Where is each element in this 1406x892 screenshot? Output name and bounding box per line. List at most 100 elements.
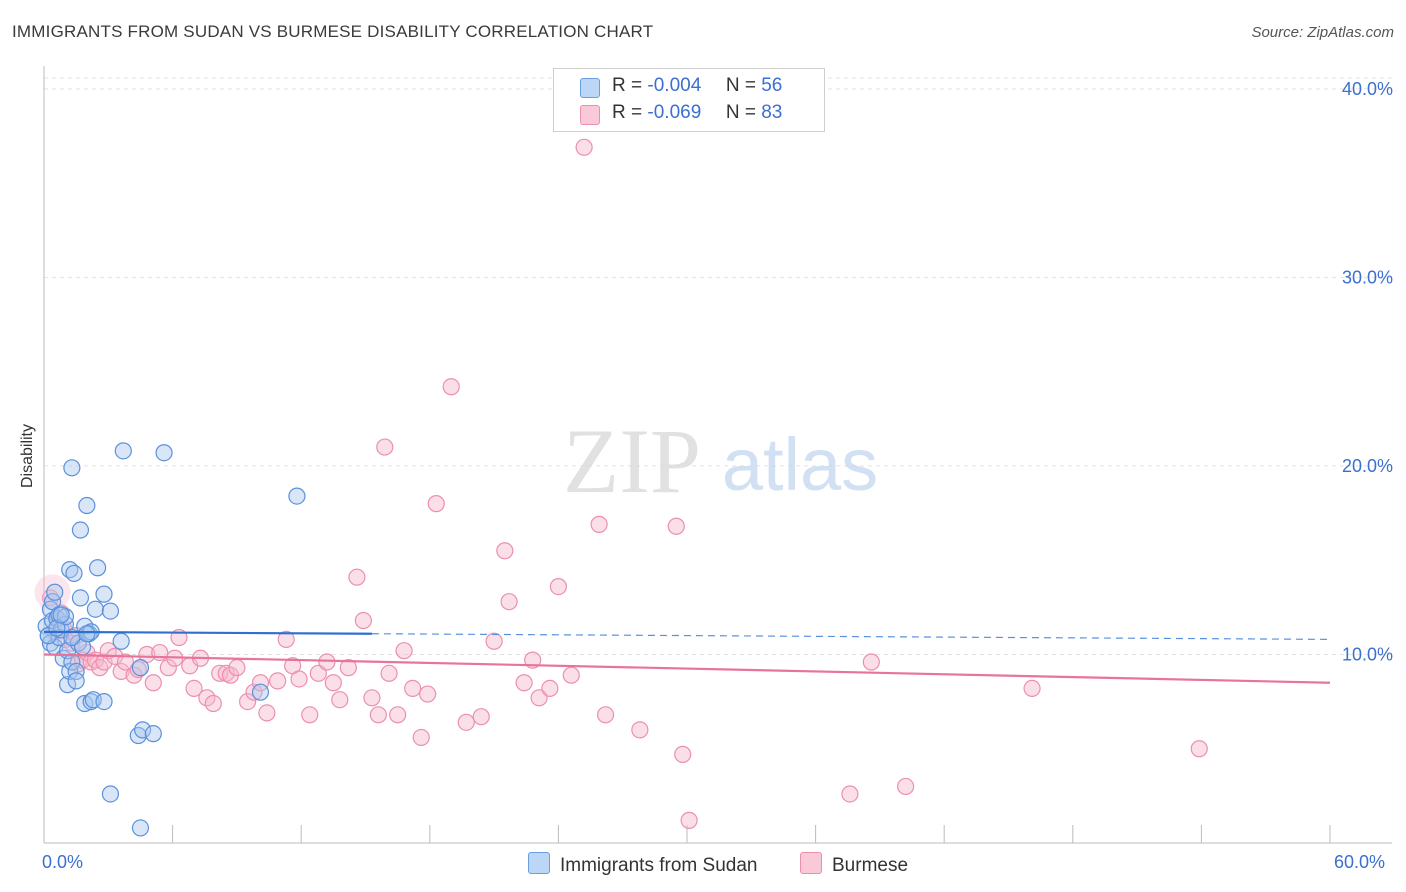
sudan-points bbox=[37, 442, 306, 837]
sudan-point bbox=[88, 559, 107, 577]
legend-swatch-burmese bbox=[580, 105, 600, 125]
sudan-point bbox=[95, 585, 113, 603]
sudan-point bbox=[71, 521, 90, 539]
sudan-trend-dashed bbox=[371, 633, 1331, 640]
sudan-point bbox=[144, 725, 162, 743]
legend-swatch-sudan bbox=[580, 78, 600, 98]
sudan-point bbox=[155, 444, 173, 462]
burmese-point bbox=[245, 683, 263, 701]
burmese-point bbox=[457, 713, 475, 731]
burmese-point bbox=[277, 630, 295, 648]
y-tick-label: 20.0% bbox=[1342, 456, 1393, 476]
watermark: ZIP atlas bbox=[563, 410, 878, 512]
burmese-point bbox=[590, 515, 608, 533]
legend-r-label: R = bbox=[612, 75, 643, 96]
burmese-point bbox=[897, 777, 915, 796]
sudan-point bbox=[58, 676, 77, 694]
watermark-atlas: atlas bbox=[722, 423, 878, 506]
burmese-point bbox=[631, 721, 649, 739]
burmese-point bbox=[1190, 740, 1208, 758]
burmese-point bbox=[404, 679, 422, 698]
sudan-point bbox=[251, 683, 270, 701]
sudan-point bbox=[131, 659, 150, 677]
legend-n-label: N = bbox=[725, 75, 756, 96]
trend-lines bbox=[43, 630, 1331, 684]
burmese-point bbox=[318, 653, 336, 671]
burmese-point bbox=[530, 689, 548, 707]
sudan-point bbox=[131, 819, 150, 837]
legend-r-value-sudan: -0.004 bbox=[647, 75, 702, 96]
bottom-legend-label-burmese: Burmese bbox=[832, 855, 909, 876]
burmese-point bbox=[376, 438, 394, 456]
sudan-point bbox=[52, 606, 70, 624]
sudan-point bbox=[112, 632, 130, 650]
burmese-point bbox=[419, 685, 437, 703]
burmese-point bbox=[389, 706, 407, 724]
burmese-point bbox=[354, 611, 372, 630]
chart-title: IMMIGRANTS FROM SUDAN VS BURMESE DISABIL… bbox=[12, 22, 654, 41]
burmese-point bbox=[596, 706, 615, 724]
burmese-point bbox=[562, 666, 580, 684]
burmese-point bbox=[541, 679, 559, 698]
y-tick-label: 30.0% bbox=[1342, 267, 1393, 287]
burmese-point bbox=[269, 672, 287, 690]
sudan-trend-solid bbox=[43, 630, 372, 635]
burmese-point bbox=[667, 517, 685, 535]
sudan-point bbox=[78, 625, 96, 643]
burmese-point bbox=[412, 728, 430, 747]
burmese-point bbox=[112, 662, 130, 681]
sudan-point bbox=[101, 785, 120, 803]
legend-r-value-burmese: -0.069 bbox=[647, 102, 702, 123]
sudan-point bbox=[95, 692, 113, 711]
axes bbox=[43, 66, 1392, 844]
burmese-point bbox=[496, 542, 514, 560]
legend-n-value-sudan: 56 bbox=[761, 75, 783, 96]
burmese-point bbox=[324, 674, 342, 692]
burmese-point bbox=[228, 659, 246, 677]
burmese-point bbox=[159, 659, 177, 677]
burmese-point bbox=[472, 708, 490, 726]
burmese-point bbox=[211, 664, 229, 682]
burmese-point bbox=[500, 593, 518, 611]
burmese-point bbox=[395, 642, 413, 660]
legend-r-label: R = bbox=[612, 102, 643, 123]
burmese-point bbox=[309, 664, 327, 682]
y-tick-label: 40.0% bbox=[1342, 79, 1393, 99]
burmese-point bbox=[204, 694, 222, 713]
bottom-legend-burmese: Burmese bbox=[800, 852, 908, 877]
burmese-point bbox=[239, 692, 257, 711]
sudan-point bbox=[114, 442, 132, 460]
burmese-point bbox=[348, 568, 366, 586]
burmese-point bbox=[116, 653, 135, 671]
burmese-point bbox=[185, 679, 203, 698]
sudan-point bbox=[67, 662, 85, 681]
burmese-point bbox=[862, 653, 880, 671]
burmese-point bbox=[95, 653, 113, 671]
burmese-point bbox=[331, 691, 349, 709]
burmese-point bbox=[485, 632, 503, 650]
bottom-legend-label-sudan: Immigrants from Sudan bbox=[560, 855, 758, 876]
sudan-point bbox=[46, 583, 64, 601]
sudan-point bbox=[101, 602, 120, 620]
burmese-point bbox=[680, 811, 698, 829]
sudan-point bbox=[76, 694, 94, 713]
burmese-point bbox=[290, 670, 308, 688]
burmese-point bbox=[515, 674, 533, 692]
y-tick-labels: 10.0% 20.0% 30.0% 40.0% bbox=[1342, 79, 1393, 665]
sudan-point bbox=[86, 600, 105, 618]
legend: R = -0.004 N = 56 R = -0.069 N = 83 bbox=[553, 68, 825, 132]
burmese-point bbox=[841, 785, 859, 803]
sudan-point bbox=[288, 487, 306, 505]
sudan-point bbox=[65, 564, 83, 582]
burmese-point bbox=[549, 577, 568, 596]
legend-n-label: N = bbox=[725, 102, 756, 123]
burmese-point bbox=[363, 689, 381, 707]
sudan-point bbox=[84, 691, 102, 709]
sudan-point bbox=[133, 721, 152, 739]
source-credit: Source: ZipAtlas.com bbox=[1251, 24, 1394, 41]
burmese-point bbox=[301, 706, 319, 724]
burmese-point bbox=[369, 706, 387, 724]
sudan-point bbox=[67, 672, 85, 690]
burmese-point bbox=[380, 664, 398, 682]
bottom-legend-swatch-burmese bbox=[800, 852, 822, 874]
